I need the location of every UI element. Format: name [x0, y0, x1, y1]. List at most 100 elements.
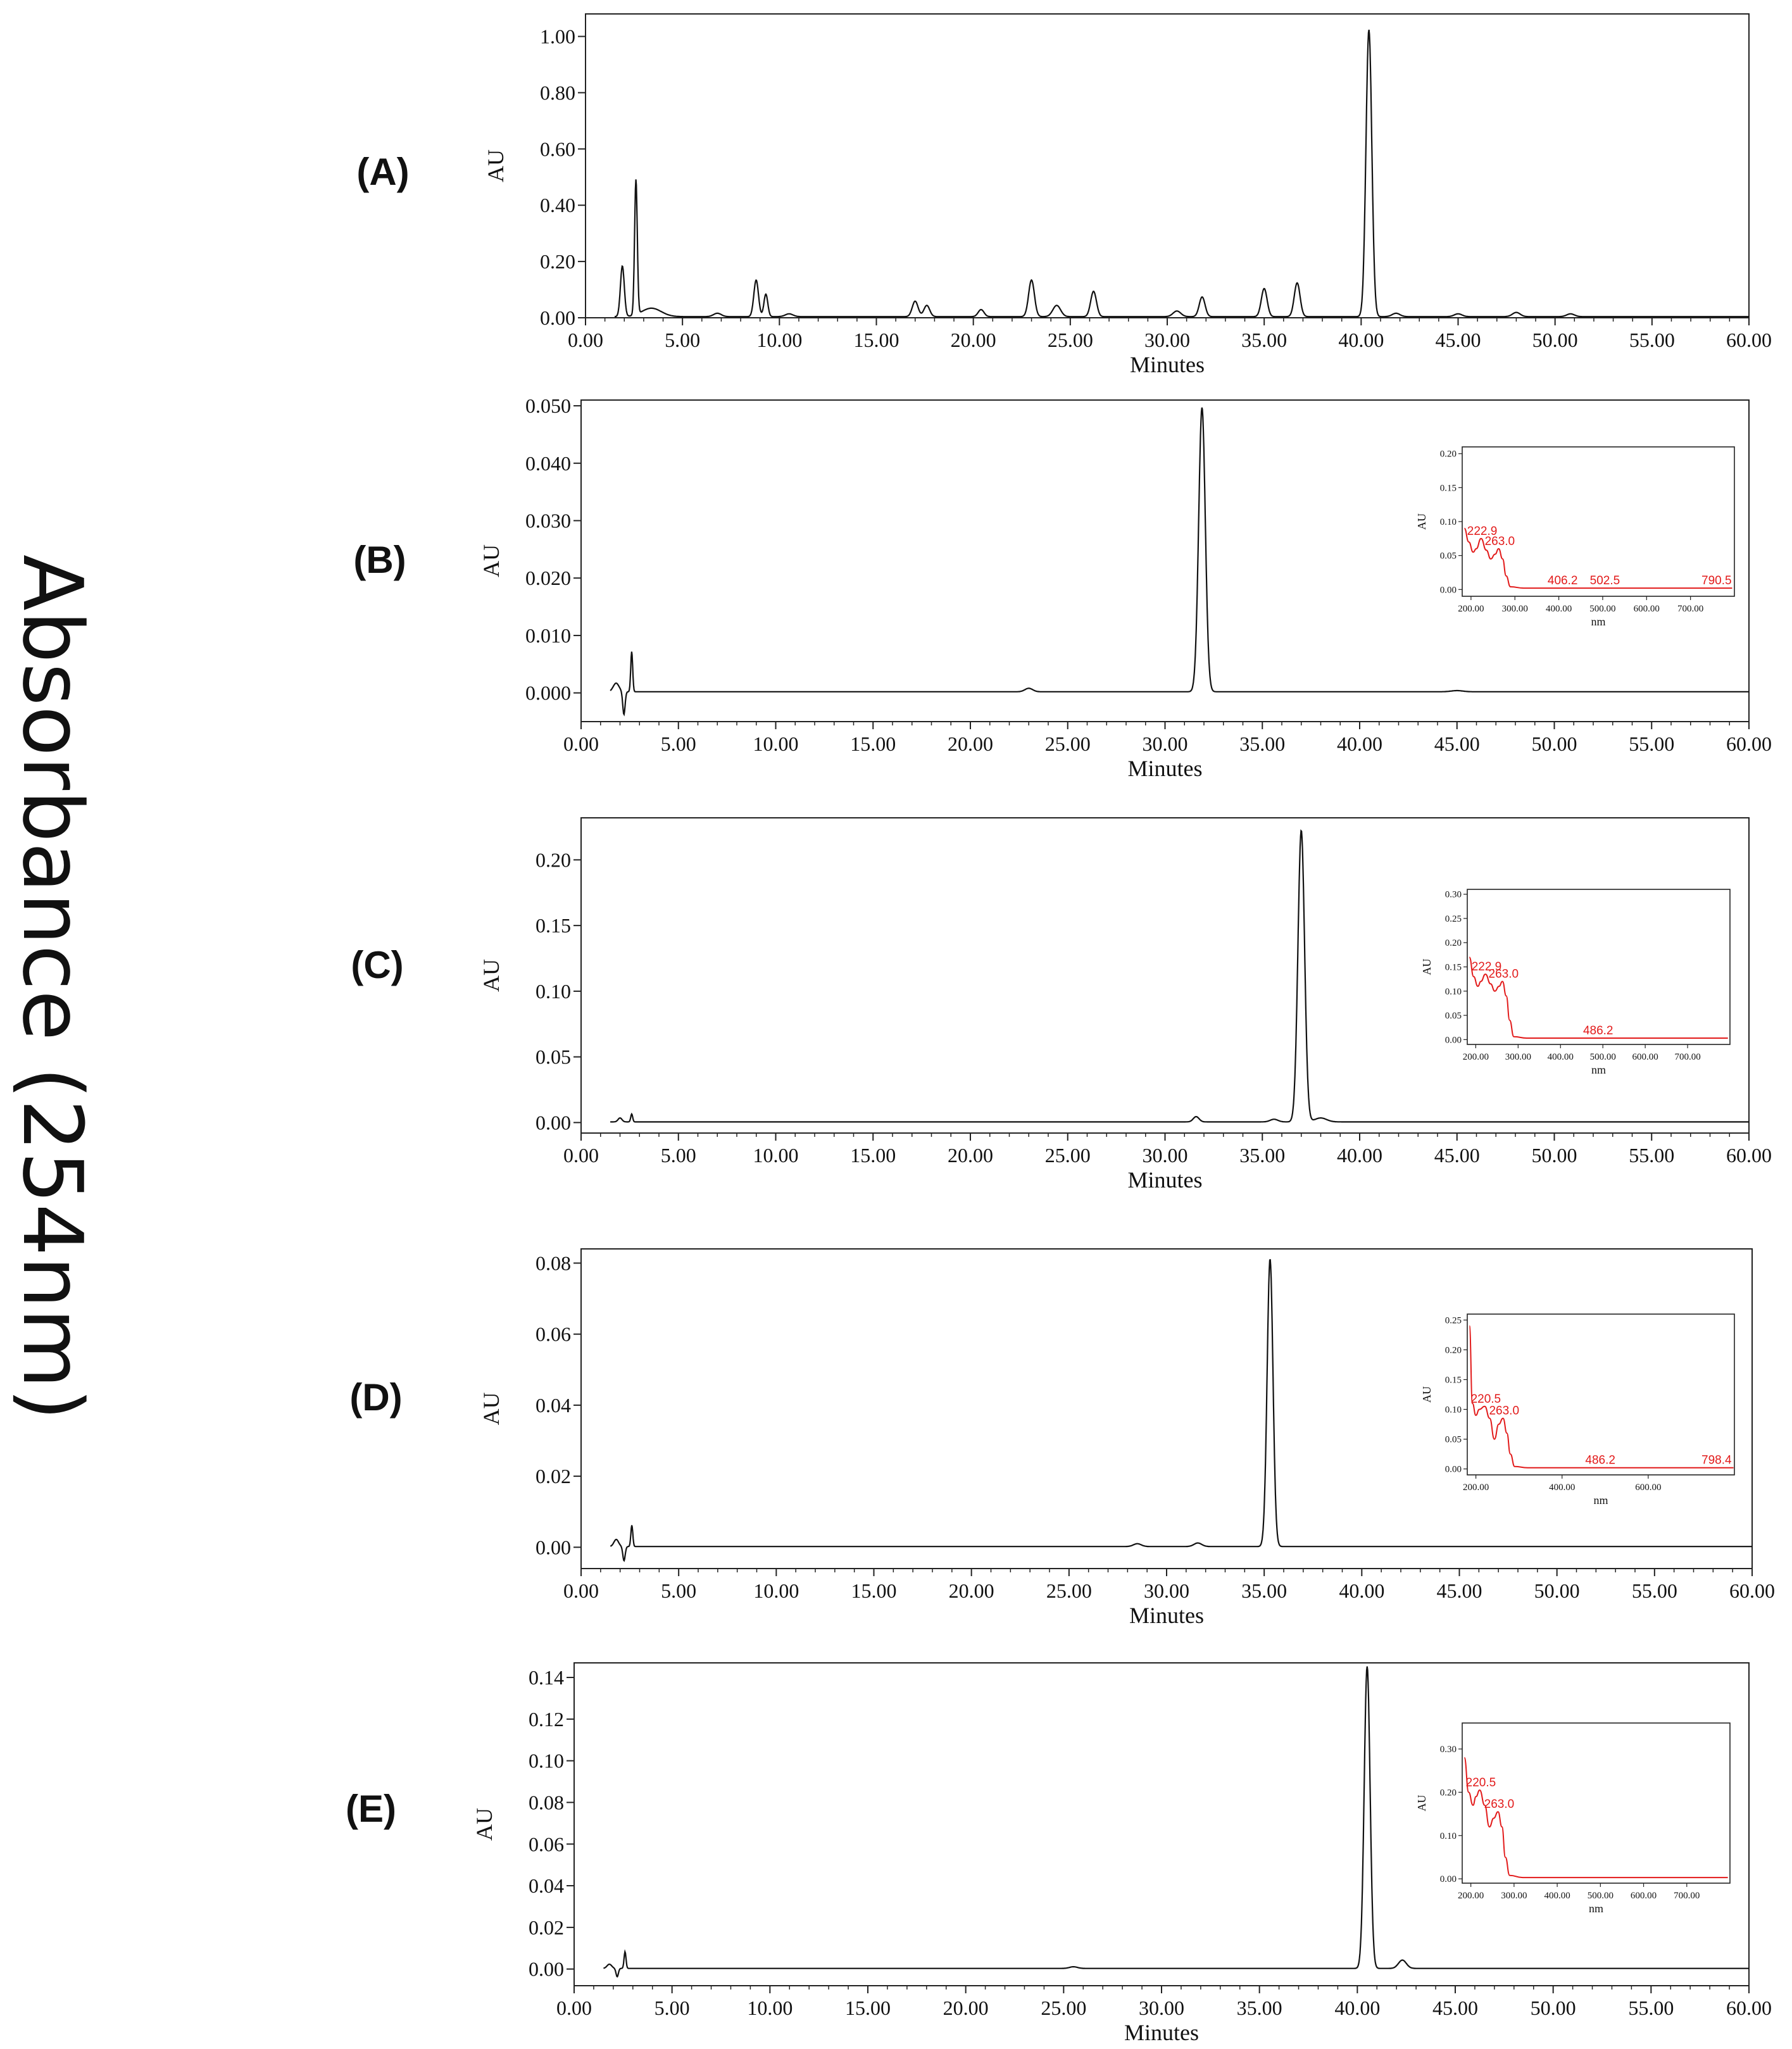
y-tick-label: 0.00: [540, 306, 575, 329]
x-tick-label: 10.00: [753, 732, 799, 755]
x-tick-label: 35.00: [1241, 329, 1287, 351]
x-tick-label: 15.00: [850, 1144, 896, 1167]
inset-y-tick-label: 0.15: [1445, 1375, 1462, 1385]
inset-peak-annotation: 263.0: [1485, 535, 1515, 548]
y-tick-label: 0.050: [525, 394, 571, 417]
chromatogram-panel: (E) 0.00 5.00 10.00 15.00 20.00 25.00 30.00 35.0…: [346, 1662, 1772, 2045]
figure-y-axis-label: Absorbance (254nm): [4, 555, 101, 1420]
x-tick-label: 5.00: [665, 329, 700, 351]
inset-y-tick-label: 0.25: [1445, 1315, 1462, 1325]
inset-peak-annotation: 486.2: [1585, 1454, 1615, 1467]
inset-y-tick-label: 0.10: [1440, 517, 1457, 527]
x-tick-label: 50.00: [1532, 1144, 1577, 1167]
x-tick-label: 55.00: [1628, 1996, 1674, 2019]
inset-x-tick-label: 600.00: [1635, 1482, 1661, 1493]
uv-spectrum-line: [1469, 1325, 1734, 1469]
y-tick-label: 0.40: [540, 194, 575, 216]
x-tick-label: 45.00: [1434, 1144, 1480, 1167]
x-tick-label: 10.00: [747, 1996, 793, 2019]
inset-x-tick-label: 200.00: [1463, 1482, 1489, 1493]
x-tick-label: 30.00: [1144, 329, 1190, 351]
inset-y-tick-label: 0.05: [1445, 1011, 1462, 1021]
inset-y-axis-title: AU: [1420, 1386, 1433, 1403]
inset-x-tick-label: 500.00: [1589, 604, 1615, 614]
inset-y-tick-label: 0.00: [1440, 1874, 1457, 1884]
inset-x-axis-title: nm: [1593, 1494, 1608, 1507]
panels: (A) 0.00 5.00 10.00 15.00 20.00 25.00 30.00 35.0…: [346, 13, 1775, 2045]
x-tick-label: 35.00: [1239, 1144, 1285, 1167]
y-tick-label: 0.00: [536, 1111, 571, 1134]
uv-spectrum-line: [1463, 1757, 1728, 1879]
x-tick-label: 15.00: [845, 1996, 891, 2019]
x-tick-label: 20.00: [951, 329, 996, 351]
x-tick-label: 55.00: [1629, 1144, 1674, 1167]
x-tick-label: 25.00: [1045, 1144, 1091, 1167]
inset-x-tick-label: 400.00: [1546, 604, 1572, 614]
inset-peak-annotation: 222.9: [1472, 960, 1502, 974]
inset-x-tick-label: 400.00: [1548, 1052, 1574, 1062]
x-axis-title: Minutes: [1124, 2020, 1199, 2045]
x-tick-label: 20.00: [943, 1996, 989, 2019]
x-tick-label: 25.00: [1048, 329, 1093, 351]
y-tick-label: 0.06: [529, 1833, 564, 1855]
chromatogram-trace: [614, 29, 1749, 318]
x-tick-label: 20.00: [948, 732, 993, 755]
inset-y-tick-label: 0.05: [1440, 551, 1457, 561]
inset-y-tick-label: 0.00: [1440, 585, 1457, 595]
x-tick-label: 25.00: [1045, 732, 1091, 755]
inset-x-tick-label: 300.00: [1505, 1052, 1531, 1062]
chromatogram-panel: (A) 0.00 5.00 10.00 15.00 20.00 25.00 30.00 35.0…: [356, 13, 1772, 377]
y-tick-label: 0.00: [529, 1958, 564, 1981]
x-tick-label: 50.00: [1532, 732, 1577, 755]
x-tick-label: 0.00: [568, 329, 603, 351]
inset-x-axis-title: nm: [1591, 1063, 1606, 1076]
y-tick-label: 0.20: [536, 848, 571, 871]
inset-x-axis-title: nm: [1591, 615, 1605, 628]
uv-spectrum-line: [1463, 527, 1732, 589]
inset-peak-annotation: 263.0: [1489, 1405, 1519, 1418]
y-tick-label: 0.04: [529, 1874, 564, 1897]
y-tick-label: 0.10: [536, 980, 571, 1003]
inset-y-tick-label: 0.20: [1440, 1788, 1457, 1798]
x-tick-label: 40.00: [1337, 1144, 1382, 1167]
inset-y-tick-label: 0.10: [1440, 1831, 1457, 1841]
inset-y-tick-label: 0.10: [1445, 1405, 1462, 1415]
y-tick-label: 0.80: [540, 81, 575, 104]
x-tick-label: 5.00: [655, 1996, 690, 2019]
chromatogram-trace: [610, 1258, 1752, 1562]
uv-spectrum-line: [1469, 956, 1728, 1039]
inset-frame: [1467, 1313, 1735, 1476]
x-tick-label: 55.00: [1632, 1579, 1677, 1602]
y-tick-label: 0.010: [525, 624, 571, 647]
x-axis-title: Minutes: [1127, 1167, 1202, 1193]
inset-x-tick-label: 400.00: [1544, 1891, 1570, 1901]
y-tick-label: 0.20: [540, 250, 575, 273]
x-tick-label: 55.00: [1629, 329, 1675, 351]
x-tick-label: 55.00: [1629, 732, 1674, 755]
x-tick-label: 60.00: [1726, 1996, 1772, 2019]
inset-x-tick-label: 300.00: [1501, 1891, 1527, 1901]
panel-label: (B): [353, 539, 406, 581]
chromatogram-panel: (D) 0.00 5.00 10.00 15.00 20.00 25.00 30.00 35.0…: [349, 1248, 1775, 1628]
y-tick-label: 0.030: [525, 510, 571, 532]
y-axis-title: AU: [479, 544, 504, 577]
inset-peak-annotation: 798.4: [1701, 1454, 1732, 1467]
inset-y-tick-label: 0.00: [1445, 1035, 1462, 1045]
y-tick-label: 0.12: [529, 1708, 564, 1731]
y-axis-title: AU: [479, 1393, 504, 1426]
inset-x-tick-label: 200.00: [1458, 604, 1484, 614]
uv-spectrum-inset: 200.00 300.00 400.00 500.00 600.00 700.00 0.00…: [1420, 889, 1731, 1076]
x-tick-label: 0.00: [556, 1996, 592, 2019]
inset-x-tick-label: 700.00: [1674, 1891, 1700, 1901]
y-tick-label: 0.06: [536, 1323, 571, 1346]
chromatogram-panel: (B) 0.00 5.00 10.00 15.00 20.00 25.00 30.00 35.0…: [353, 394, 1772, 781]
y-tick-label: 0.15: [536, 914, 571, 937]
uv-spectrum-inset: 200.00 300.00 400.00 500.00 600.00 700.00 0.00…: [1415, 1722, 1731, 1915]
x-tick-label: 60.00: [1726, 732, 1772, 755]
x-tick-label: 10.00: [756, 329, 802, 351]
x-tick-label: 30.00: [1144, 1579, 1189, 1602]
y-tick-label: 0.04: [536, 1394, 571, 1417]
inset-y-tick-label: 0.15: [1445, 963, 1462, 973]
y-tick-label: 0.040: [525, 452, 571, 475]
